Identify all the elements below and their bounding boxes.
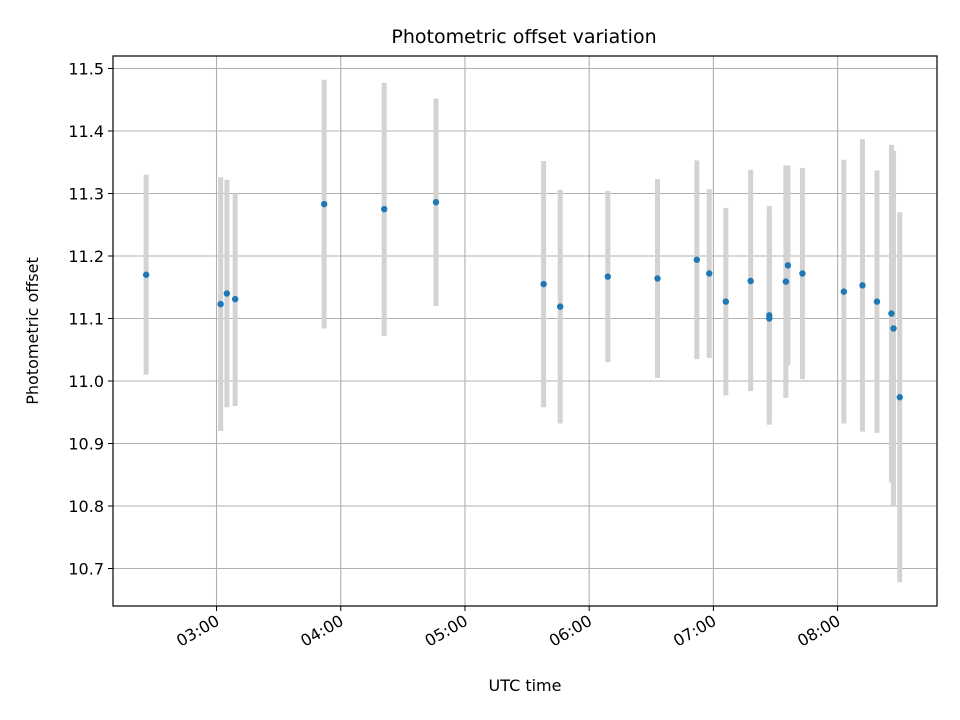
data-point [747, 277, 754, 285]
data-point [782, 278, 790, 285]
data-point [223, 290, 231, 297]
y-axis-ticks: 10.7 10.8 10.9 11.0 11.1 11.2 11.3 11.4 11.5 [68, 60, 113, 579]
x-tick-label: 07:00 [670, 611, 719, 651]
x-tick-label: 04:00 [297, 611, 346, 651]
data-point [840, 288, 848, 295]
data-point [217, 300, 224, 308]
data-point [381, 205, 388, 213]
chart-title: Photometric offset variation [391, 26, 656, 48]
error-bars [143, 79, 903, 583]
data-point [432, 199, 440, 206]
x-tick-label: 03:00 [173, 611, 222, 651]
data-point [693, 256, 701, 263]
data-point [859, 282, 866, 289]
data-point [706, 270, 713, 277]
data-point [784, 262, 792, 269]
data-point [888, 310, 895, 317]
y-tick-label: 11.2 [68, 247, 104, 266]
data-point [231, 295, 239, 303]
data-point [540, 280, 547, 288]
y-tick-label: 10.7 [68, 560, 104, 579]
y-tick-label: 10.8 [68, 497, 104, 516]
data-point [142, 271, 150, 278]
data-points [142, 199, 903, 401]
x-axis-label: UTC time [489, 676, 562, 695]
x-tick-label: 05:00 [422, 611, 471, 651]
data-point [873, 298, 881, 305]
data-point [654, 275, 661, 282]
data-point [604, 273, 612, 280]
data-point [556, 303, 564, 310]
x-axis-ticks: 03:00 04:00 05:00 06:00 07:00 08:00 [173, 606, 844, 651]
y-axis-label: Photometric offset [23, 257, 42, 405]
data-point [799, 270, 806, 277]
plot-frame [112, 55, 938, 607]
x-tick-label: 08:00 [794, 611, 843, 651]
data-point [766, 315, 773, 322]
grid [113, 56, 937, 606]
y-tick-label: 11.1 [68, 310, 104, 329]
y-tick-label: 11.5 [68, 60, 104, 79]
y-tick-label: 11.3 [68, 185, 104, 204]
data-point [320, 200, 328, 208]
x-tick-label: 06:00 [546, 611, 595, 651]
data-point [722, 298, 730, 305]
y-tick-label: 10.9 [68, 435, 104, 454]
y-tick-label: 11.4 [68, 122, 104, 141]
data-point [896, 394, 903, 401]
data-point [890, 325, 897, 332]
y-tick-label: 11.0 [68, 372, 104, 391]
